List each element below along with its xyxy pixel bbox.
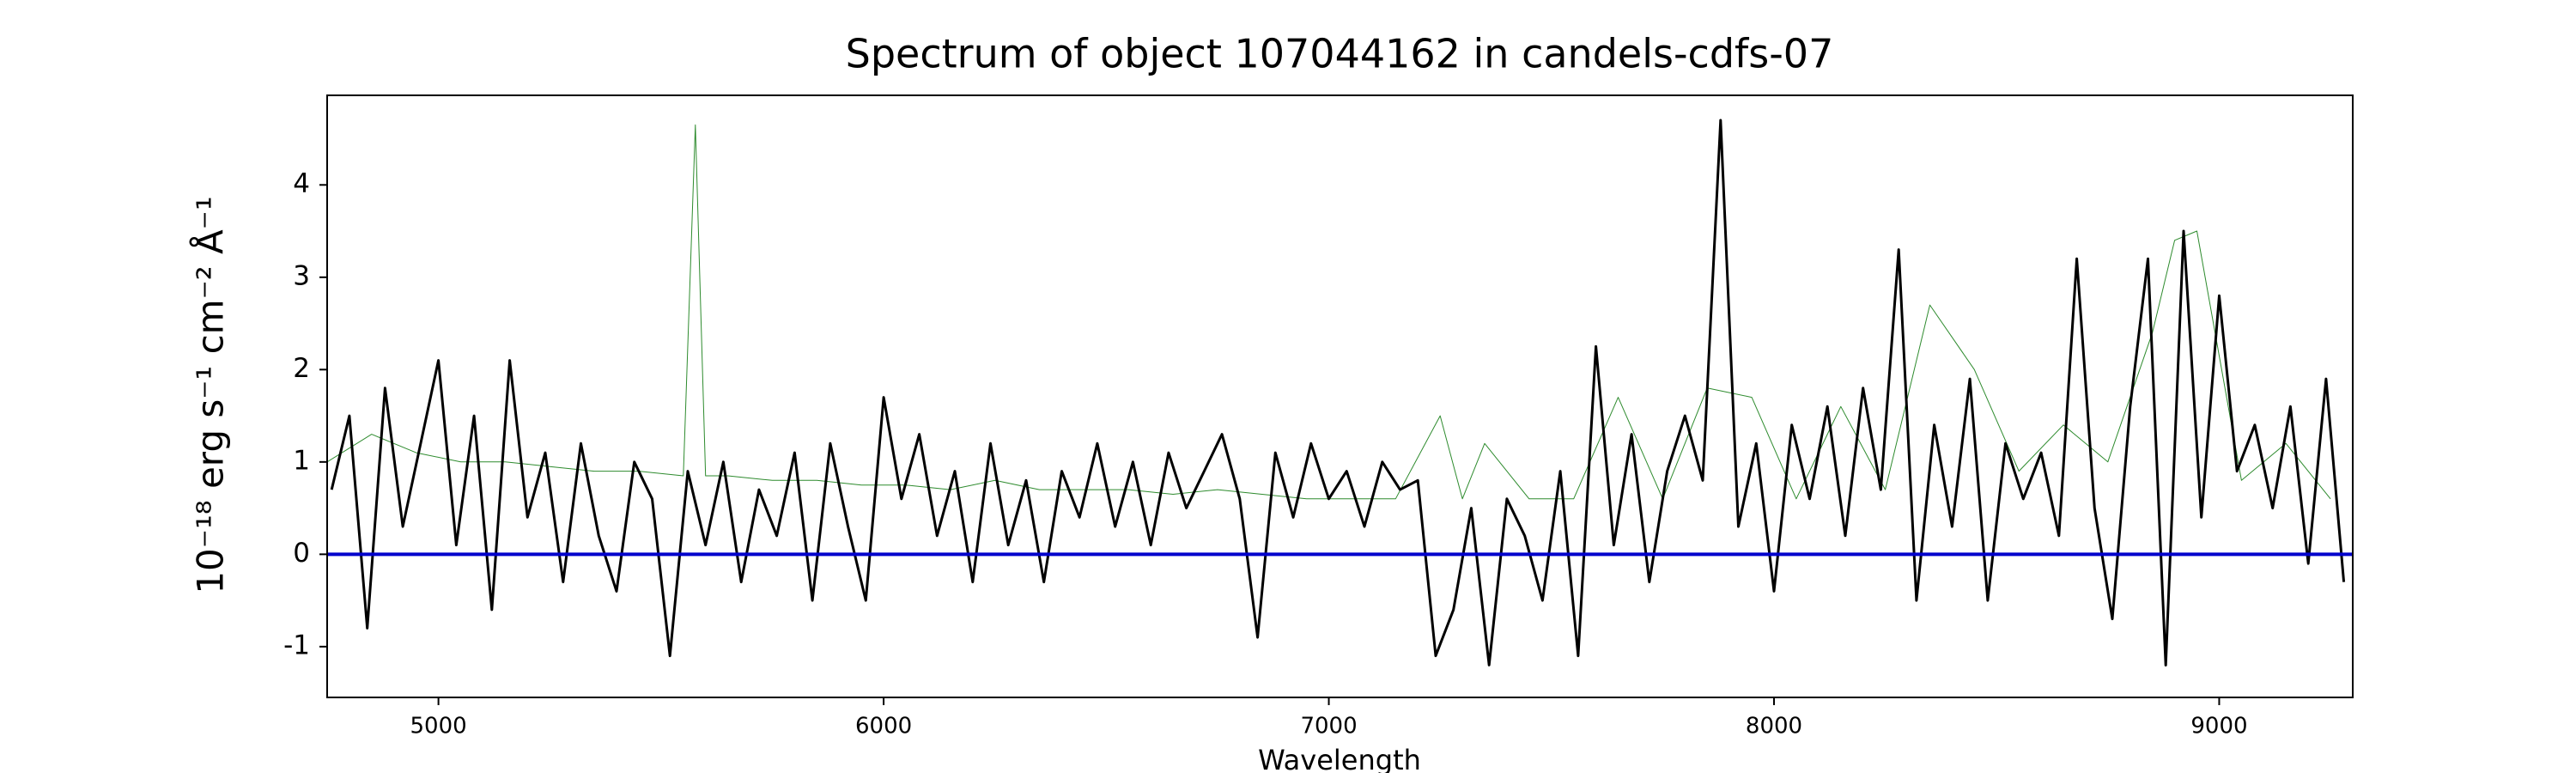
y-tick-label: -1 <box>283 630 310 660</box>
y-tick-label: 2 <box>293 353 310 384</box>
x-tick-label: 6000 <box>855 714 912 740</box>
x-tick-label: 7000 <box>1300 714 1357 740</box>
x-tick-label: 9000 <box>2190 714 2247 740</box>
x-tick-label: 8000 <box>1746 714 1802 740</box>
series-line <box>327 124 2331 500</box>
y-tick-label: 1 <box>293 445 310 476</box>
y-tick-label: 3 <box>293 260 310 291</box>
x-axis-label: Wavelength <box>1258 744 1421 773</box>
chart-title: Spectrum of object 107044162 in candels-… <box>846 31 1834 77</box>
y-tick-label: 4 <box>293 168 310 199</box>
y-tick-label: 0 <box>293 538 310 569</box>
plot-frame <box>326 94 2354 698</box>
y-axis-label: 10⁻¹⁸ erg s⁻¹ cm⁻² Å⁻¹ <box>189 196 232 593</box>
x-tick-label: 5000 <box>410 714 467 740</box>
series-line <box>330 119 2346 666</box>
